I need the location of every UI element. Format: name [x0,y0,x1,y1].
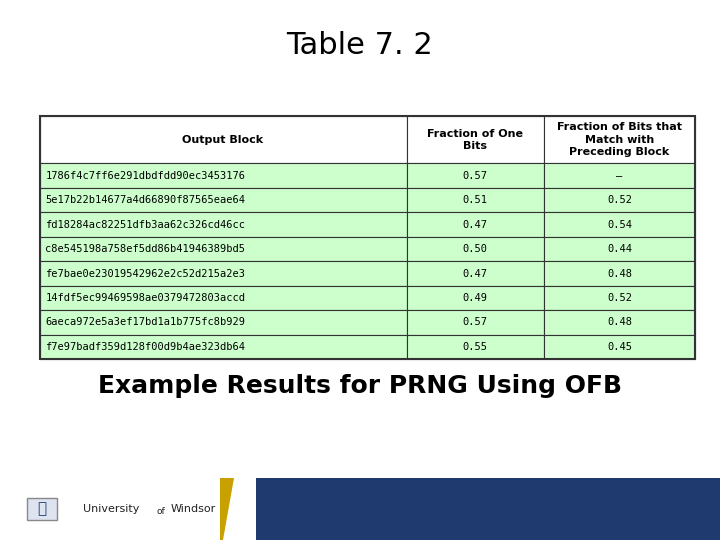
Bar [220,478,235,540]
Bar [40,335,407,359]
Bar [544,261,695,286]
Bar [407,116,544,164]
Text: 0.57: 0.57 [463,171,488,181]
Text: 0.48: 0.48 [607,268,632,279]
Text: fe7bae0e23019542962e2c52d215a2e3: fe7bae0e23019542962e2c52d215a2e3 [45,268,246,279]
Text: 0.50: 0.50 [463,244,488,254]
Text: 0.55: 0.55 [463,342,488,352]
Bar [40,116,695,359]
Text: fd18284ac82251dfb3aa62c326cd46cc: fd18284ac82251dfb3aa62c326cd46cc [45,220,246,229]
Bar [544,237,695,261]
Bar [544,310,695,335]
Text: 14fdf5ec99469598ae0379472803accd: 14fdf5ec99469598ae0379472803accd [45,293,246,303]
Text: Windsor: Windsor [171,504,216,514]
Bar [544,164,695,188]
Bar [544,116,695,164]
Bar [544,335,695,359]
Bar [40,286,407,310]
Text: Fraction of Bits that
Match with
Preceding Block: Fraction of Bits that Match with Precedi… [557,123,682,157]
Text: c8e545198a758ef5dd86b41946389bd5: c8e545198a758ef5dd86b41946389bd5 [45,244,246,254]
Bar [407,212,544,237]
Bar [544,212,695,237]
Bar [407,261,544,286]
Bar [40,310,407,335]
Text: 0.54: 0.54 [607,220,632,229]
Text: of: of [157,507,166,516]
Polygon shape [223,478,256,540]
Text: Output Block: Output Block [182,135,264,145]
Text: 0.44: 0.44 [607,244,632,254]
Text: 6aeca972e5a3ef17bd1a1b775fc8b929: 6aeca972e5a3ef17bd1a1b775fc8b929 [45,318,246,327]
Text: 0.52: 0.52 [607,195,632,205]
Bar [407,335,544,359]
Text: 0.45: 0.45 [607,342,632,352]
Text: Fraction of One
Bits: Fraction of One Bits [427,129,523,151]
Bar [407,286,544,310]
Bar [407,310,544,335]
Bar [27,498,57,521]
Text: 5e17b22b14677a4d66890f87565eae64: 5e17b22b14677a4d66890f87565eae64 [45,195,246,205]
Text: Table 7. 2: Table 7. 2 [287,31,433,60]
Text: Example Results for PRNG Using OFB: Example Results for PRNG Using OFB [98,374,622,398]
Text: 0.52: 0.52 [607,293,632,303]
Text: 0.47: 0.47 [463,268,488,279]
Bar [40,188,407,212]
Text: 0.51: 0.51 [463,195,488,205]
Text: 🛡: 🛡 [37,502,46,516]
Bar [407,237,544,261]
Text: 0.57: 0.57 [463,318,488,327]
Text: 0.48: 0.48 [607,318,632,327]
Bar [0,478,227,540]
Text: 1786f4c7ff6e291dbdfdd90ec3453176: 1786f4c7ff6e291dbdfdd90ec3453176 [45,171,246,181]
Bar [407,164,544,188]
Bar [544,286,695,310]
Bar [544,188,695,212]
Text: 0.47: 0.47 [463,220,488,229]
Bar [227,478,720,540]
Bar [40,164,407,188]
Bar [40,237,407,261]
Text: f7e97badf359d128f00d9b4ae323db64: f7e97badf359d128f00d9b4ae323db64 [45,342,246,352]
Bar [40,116,407,164]
Bar [40,212,407,237]
Text: 0.49: 0.49 [463,293,488,303]
Bar [407,188,544,212]
Text: –: – [616,171,623,181]
Text: University: University [83,504,139,514]
Bar [40,261,407,286]
